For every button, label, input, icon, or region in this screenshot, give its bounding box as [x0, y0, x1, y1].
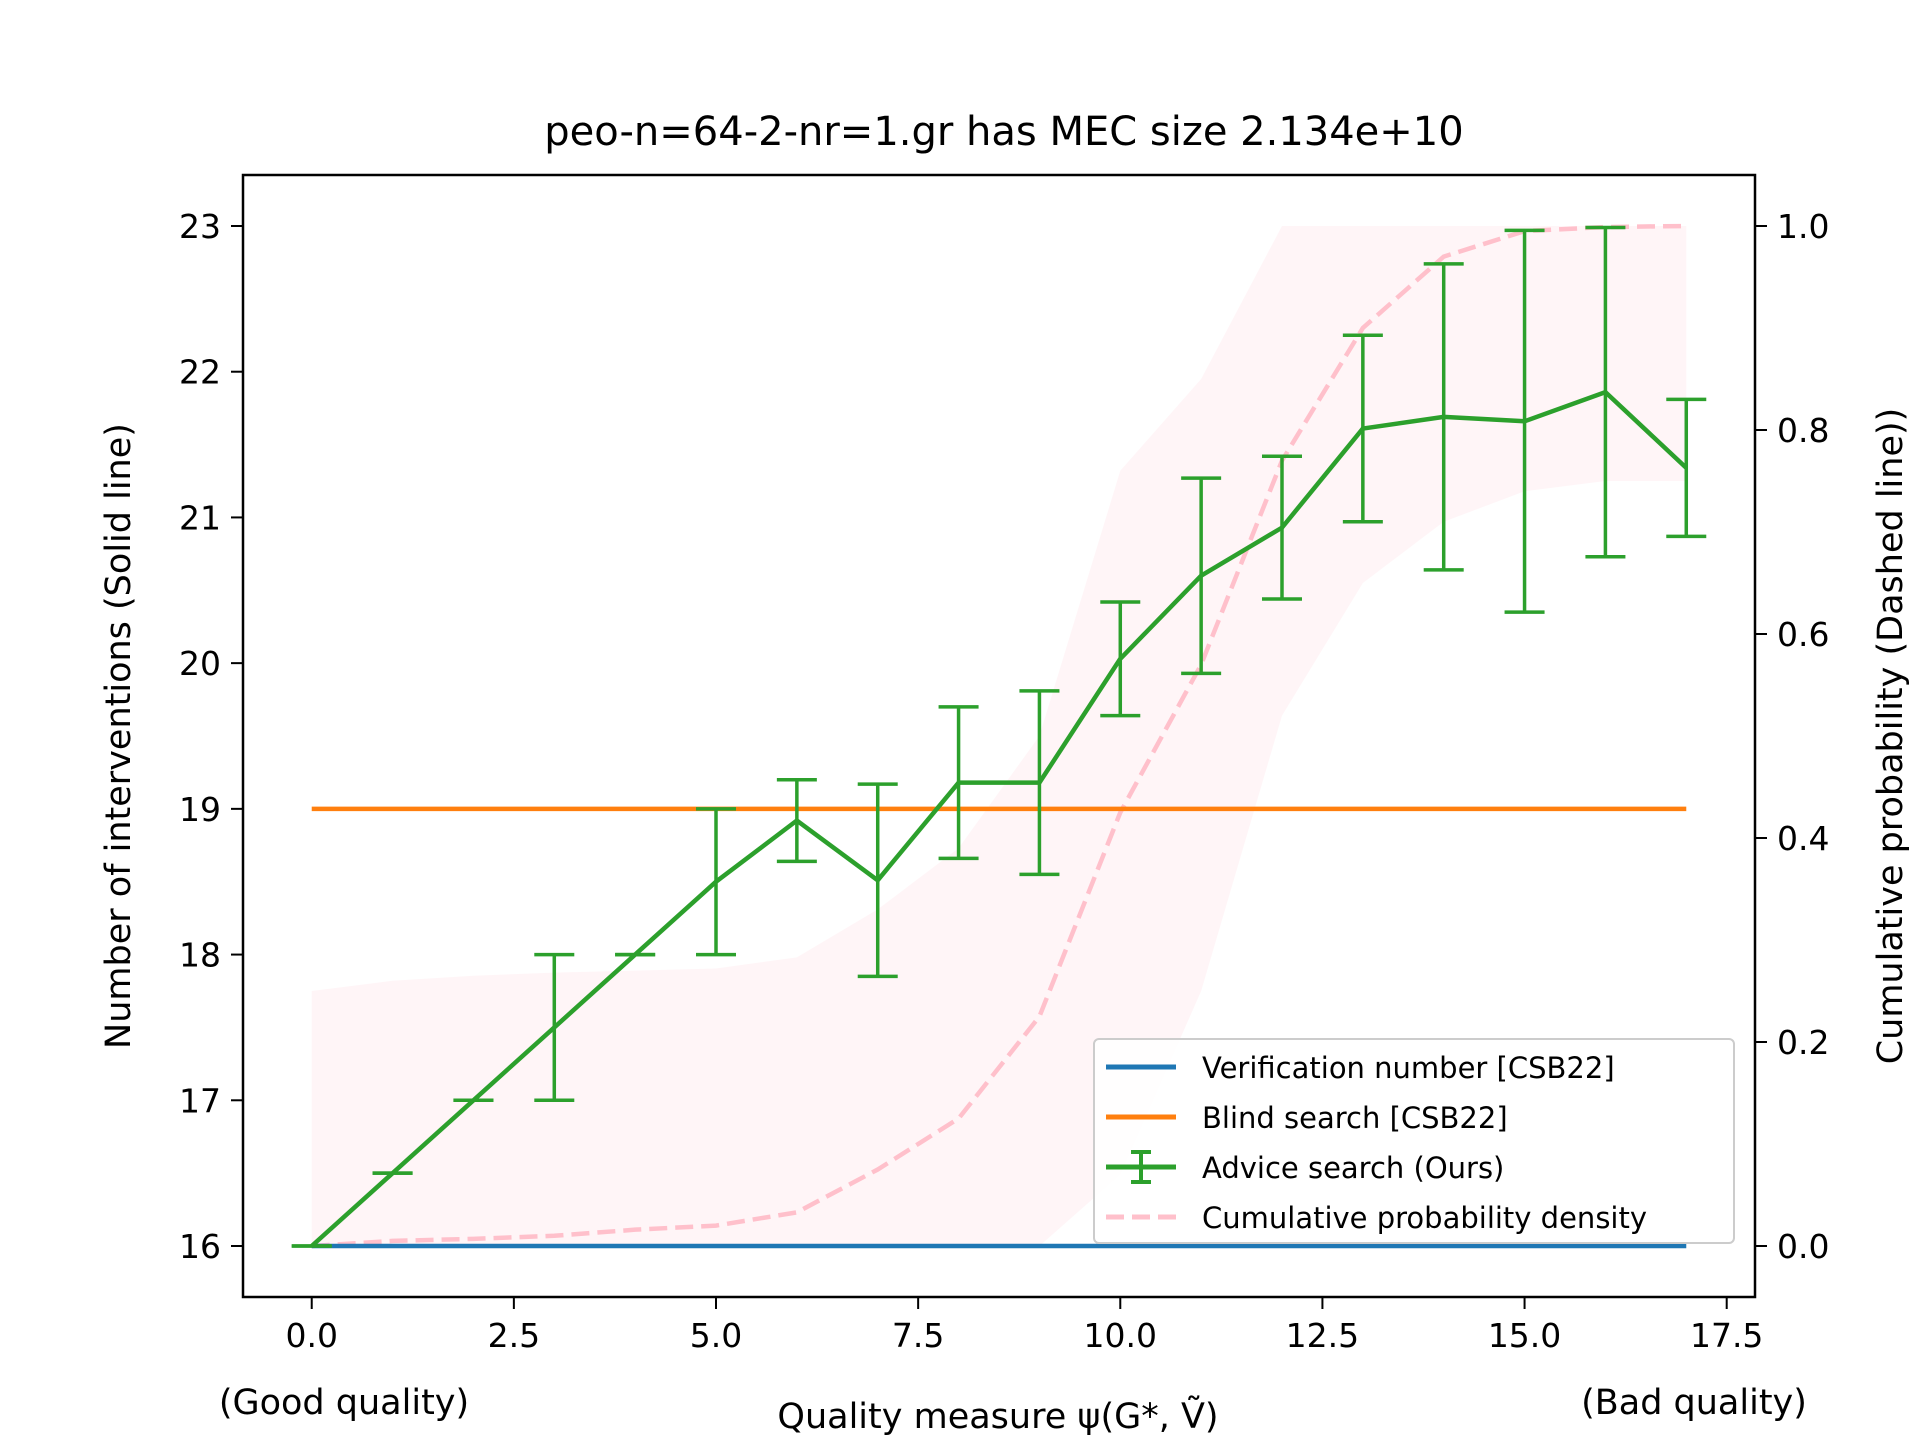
legend-label-verification: Verification number [CSB22]: [1202, 1051, 1615, 1085]
y-tick-label: 20: [179, 644, 221, 683]
y-tick-label: 22: [179, 353, 221, 392]
x-tick-label: 7.5: [892, 1316, 944, 1355]
legend-label-cumulative: Cumulative probability density: [1202, 1201, 1647, 1235]
x-axis-right-note: (Bad quality): [1581, 1383, 1807, 1423]
x-axis-title: Quality measure ψ(G*, Ṽ): [777, 1394, 1218, 1437]
y-tick-label: 21: [179, 498, 221, 537]
y-tick-label: 17: [179, 1081, 221, 1120]
y-right-tick-label: 0.6: [1777, 615, 1829, 654]
x-axis-left-note: (Good quality): [219, 1383, 469, 1423]
y-axis-title: Number of interventions (Solid line): [99, 423, 139, 1049]
y-right-tick-label: 0.2: [1777, 1023, 1829, 1062]
y-right-tick-label: 0.8: [1777, 411, 1829, 450]
y-right-tick-label: 0.0: [1777, 1227, 1829, 1266]
legend-label-blind-search: Blind search [CSB22]: [1202, 1101, 1508, 1135]
y-axis-right-title: Cumulative probability (Dashed line)): [1871, 408, 1911, 1065]
x-tick-label: 5.0: [690, 1316, 742, 1355]
x-tick-label: 10.0: [1084, 1316, 1157, 1355]
x-tick-label: 2.5: [488, 1316, 540, 1355]
legend: Verification number [CSB22] Blind search…: [1094, 1039, 1734, 1243]
y-right-tick-label: 0.4: [1777, 819, 1829, 858]
x-tick-label: 12.5: [1286, 1316, 1359, 1355]
y-tick-label: 16: [179, 1227, 221, 1266]
chart-title: peo-n=64-2-nr=1.gr has MEC size 2.134e+1…: [544, 109, 1463, 155]
y-tick-label: 19: [179, 790, 221, 829]
legend-label-advice-search: Advice search (Ours): [1202, 1151, 1504, 1185]
y-tick-label: 18: [179, 936, 221, 975]
x-tick-label: 0.0: [285, 1316, 337, 1355]
x-tick-label: 15.0: [1488, 1316, 1561, 1355]
y-tick-label: 23: [179, 207, 221, 246]
y-right-tick-label: 1.0: [1777, 207, 1829, 246]
x-tick-label: 17.5: [1690, 1316, 1763, 1355]
